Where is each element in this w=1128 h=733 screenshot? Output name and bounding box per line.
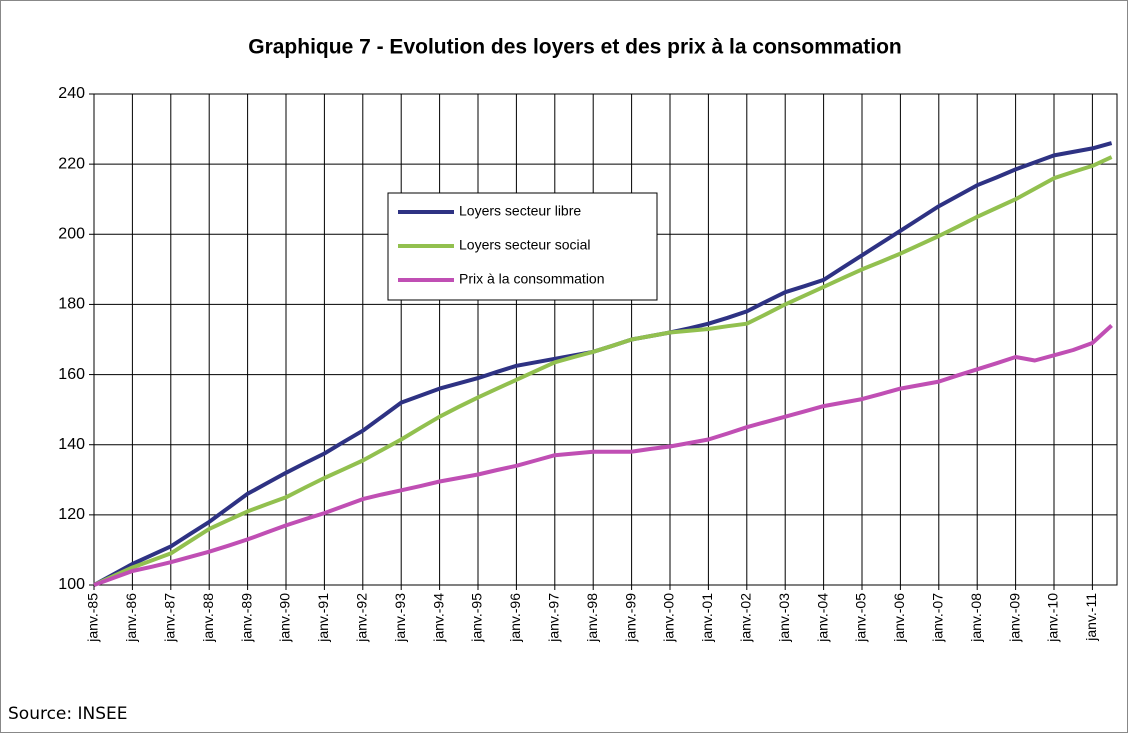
x-tick-label: janv.-97 xyxy=(546,593,562,643)
x-tick-label: janv.-01 xyxy=(699,593,715,643)
legend-label: Loyers secteur social xyxy=(459,237,591,253)
x-tick-label: janv.-90 xyxy=(277,593,293,643)
legend-label: Loyers secteur libre xyxy=(459,203,581,219)
y-tick-label: 120 xyxy=(58,506,85,523)
chart-title: Graphique 7 - Evolution des loyers et de… xyxy=(248,36,902,59)
y-tick-label: 220 xyxy=(58,155,85,172)
x-tick-label: janv.-06 xyxy=(891,593,907,643)
y-tick-label: 240 xyxy=(58,85,85,102)
legend-label: Prix à la consommation xyxy=(459,271,605,287)
x-tick-label: janv.-92 xyxy=(354,593,370,643)
x-tick-label: janv.-96 xyxy=(507,593,523,643)
y-tick-label: 140 xyxy=(58,436,85,453)
x-tick-label: janv.-09 xyxy=(1006,593,1022,643)
x-tick-label: janv.-93 xyxy=(392,593,408,643)
x-tick-label: janv.-94 xyxy=(430,593,446,643)
y-tick-label: 200 xyxy=(58,226,85,243)
x-tick-label: janv.-08 xyxy=(968,593,984,643)
x-tick-label: janv.-10 xyxy=(1045,593,1061,643)
x-tick-label: janv.-85 xyxy=(85,593,101,643)
series-line xyxy=(93,324,1113,587)
y-tick-label: 100 xyxy=(58,576,85,593)
x-tick-label: janv.-86 xyxy=(123,593,139,643)
series-line xyxy=(93,155,1113,587)
source: Source: INSEE xyxy=(8,704,128,724)
x-tick-label: janv.-88 xyxy=(200,593,216,643)
x-tick-label: janv.-04 xyxy=(814,593,830,643)
x-tick-label: janv.-05 xyxy=(853,593,869,643)
y-tick-label: 160 xyxy=(58,366,85,383)
x-tick-label: janv.-07 xyxy=(930,593,946,643)
legend: Loyers secteur libre Loyers secteur socia… xyxy=(387,192,658,301)
x-tick-label: janv.-02 xyxy=(738,593,754,643)
x-tick-label: janv.-91 xyxy=(315,593,331,643)
x-tick-label: janv.-89 xyxy=(238,593,254,643)
x-tick-label: janv.-87 xyxy=(162,593,178,643)
x-tick-label: janv.-99 xyxy=(622,593,638,643)
x-tick-label: janv.-11 xyxy=(1083,593,1099,642)
y-tick-label: 180 xyxy=(58,296,85,313)
x-tick-label: janv.-00 xyxy=(661,593,677,643)
x-tick-label: janv.-03 xyxy=(776,593,792,643)
x-tick-label: janv.-95 xyxy=(469,593,485,643)
x-tick-label: janv.-98 xyxy=(584,593,600,643)
